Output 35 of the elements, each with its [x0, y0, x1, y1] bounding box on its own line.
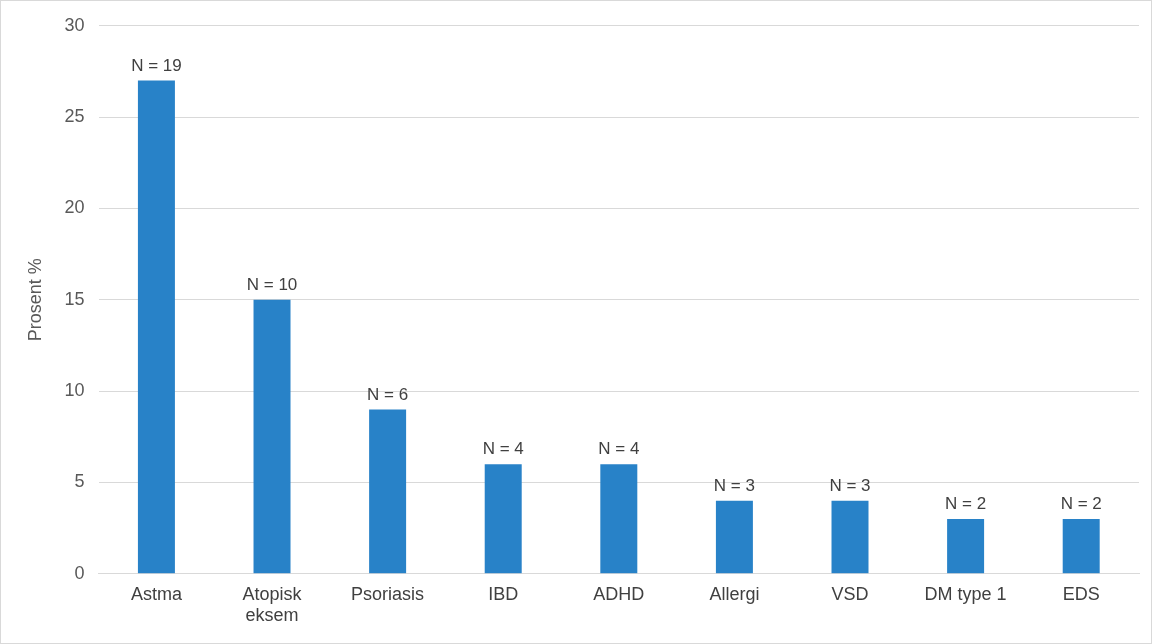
bar [484, 464, 522, 574]
annotation: N = 2 [945, 494, 987, 514]
y-tick-label: 0 [74, 562, 85, 583]
annotation: N = 4 [482, 439, 524, 459]
y-tick-label: 10 [64, 380, 85, 401]
y-tick-label: 30 [64, 14, 85, 35]
x-tick-label: ADHD [593, 583, 645, 604]
bar [1062, 519, 1100, 574]
bar [947, 519, 985, 574]
y-tick-label: 15 [64, 288, 85, 309]
y-tick-label: 25 [64, 106, 85, 127]
x-tick-label: IBD [488, 583, 519, 604]
bar [831, 500, 869, 574]
y-axis-title: Prosent % [24, 258, 45, 342]
annotation: N = 3 [713, 475, 755, 495]
annotation: N = 10 [246, 274, 298, 294]
x-tick-label: Psoriasis [351, 583, 425, 604]
x-tick-label: Allergi [709, 583, 760, 604]
annotation: N = 19 [131, 55, 182, 75]
x-tick-label: VSD [831, 583, 869, 604]
x-tick-label: DM type 1 [924, 583, 1007, 604]
bar [369, 409, 407, 574]
annotation: N = 2 [1060, 494, 1102, 514]
x-tick-label: EDS [1062, 583, 1100, 604]
y-tick-label: 5 [74, 471, 85, 492]
bar [137, 80, 175, 574]
x-tick-label: Atopisk eksem [242, 583, 303, 626]
y-tick-label: 20 [64, 197, 85, 218]
annotation: N = 3 [829, 475, 871, 495]
annotation: N = 4 [598, 439, 640, 459]
bar [600, 464, 638, 574]
bar [715, 500, 753, 574]
bar [253, 299, 291, 574]
annotation: N = 6 [367, 384, 409, 404]
x-tick-label: Astma [130, 583, 183, 604]
